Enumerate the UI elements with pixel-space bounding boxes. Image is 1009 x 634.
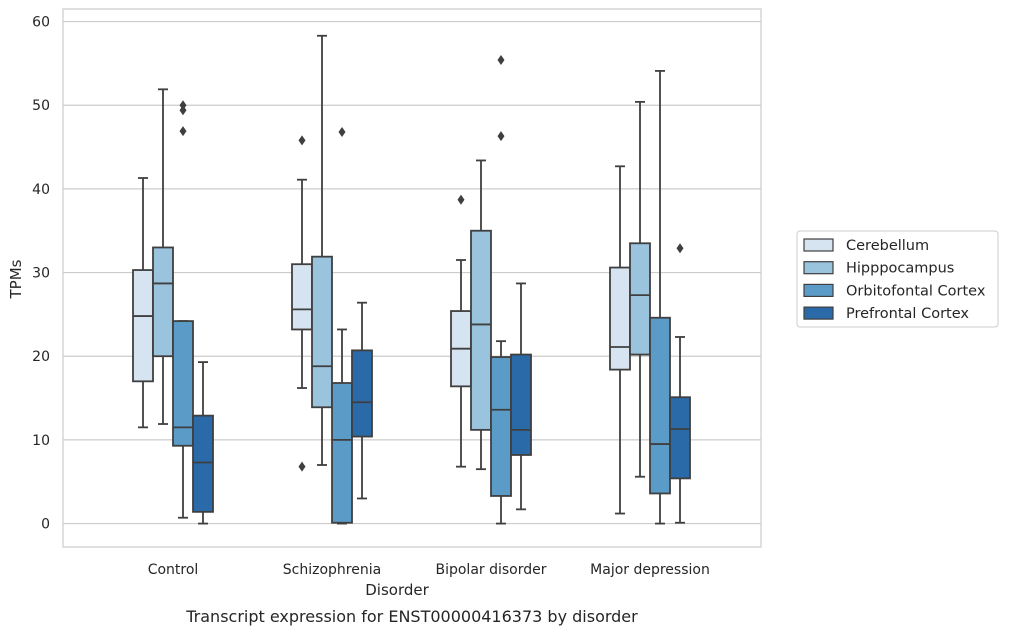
y-tick-label: 60 <box>32 15 50 31</box>
box <box>609 165 631 515</box>
outlier-point <box>497 55 505 66</box>
legend-item: Prefrontal Cortex <box>803 306 969 322</box>
box-body <box>291 263 313 331</box>
legend-label: Cerebellum <box>846 238 929 254</box>
box <box>331 126 353 525</box>
box <box>510 282 532 511</box>
y-tick-label: 20 <box>32 349 50 365</box>
box-body <box>172 320 194 447</box>
box-body <box>192 414 214 513</box>
box <box>311 34 333 466</box>
x-tick-label: Schizophrenia <box>283 562 381 578</box>
x-tick-label: Bipolar disorder <box>435 562 546 578</box>
box <box>291 135 313 472</box>
box-body <box>510 353 532 456</box>
box-body <box>311 255 333 409</box>
legend-label: Orbitofontal Cortex <box>846 283 986 299</box>
y-tick-labels: 0 10 20 30 40 50 60 <box>32 15 50 533</box>
outlier-point <box>298 461 306 472</box>
box-body <box>649 316 671 495</box>
legend-swatch <box>803 283 834 297</box>
legend-items: Cerebellum Hipppocampus Orbitofontal Corte… <box>803 238 986 322</box>
y-tick-label: 10 <box>32 433 50 449</box>
x-tick-label: Major depression <box>590 562 710 578</box>
legend-swatch <box>803 238 834 252</box>
y-tick-label: 30 <box>32 266 50 282</box>
box-body <box>132 269 154 383</box>
legend-swatch <box>803 306 834 320</box>
legend-swatch <box>803 261 834 275</box>
x-tick-label: Control <box>148 562 199 578</box>
outlier-point <box>298 135 306 146</box>
box-body <box>609 266 631 371</box>
plot-frame <box>62 8 762 548</box>
box-body <box>490 356 512 497</box>
outlier-point <box>338 126 346 137</box>
box-body <box>331 382 353 524</box>
box <box>669 243 691 524</box>
outlier-point <box>179 100 187 111</box>
outlier-point <box>676 243 684 254</box>
box <box>172 100 194 519</box>
box-body <box>669 396 691 480</box>
legend-label: Hipppocampus <box>846 261 954 277</box>
x-axis-title: Disorder <box>365 581 429 599</box>
legend-frame <box>796 230 999 328</box>
y-tick-label: 40 <box>32 182 50 198</box>
box-body <box>629 242 651 356</box>
outlier-point <box>497 131 505 142</box>
y-axis-title: TPMs <box>7 259 25 299</box>
legend-label: Prefrontal Cortex <box>846 306 969 322</box>
x-tick-labels: Control Schizophrenia Bipolar disorder Majo… <box>148 562 710 578</box>
box <box>649 70 671 525</box>
box <box>450 194 472 468</box>
box <box>152 88 174 425</box>
series-cerebellum <box>132 135 631 515</box>
series-prefrontal-cortex <box>192 243 691 525</box>
box-body <box>152 246 174 358</box>
box <box>132 177 154 429</box>
legend-item: Orbitofontal Cortex <box>803 283 986 299</box>
legend-item: Cerebellum <box>803 238 929 254</box>
y-tick-label: 50 <box>32 98 50 114</box>
box <box>629 100 651 478</box>
box <box>490 55 512 525</box>
box-series <box>132 34 691 525</box>
box <box>351 301 373 500</box>
box-body <box>351 349 373 438</box>
outlier-point <box>179 126 187 137</box>
box-body <box>470 229 492 431</box>
series-hipppocampus <box>152 34 651 478</box>
series-orbitofontal-cortex <box>172 55 671 525</box>
outlier-point <box>457 194 465 205</box>
box <box>192 361 214 525</box>
box <box>470 159 492 471</box>
legend-item: Hipppocampus <box>803 261 954 277</box>
outlier-point <box>179 105 187 116</box>
y-tick-label: 0 <box>41 517 50 533</box>
legend: Cerebellum Hipppocampus Orbitofontal Corte… <box>796 230 999 328</box>
chart-caption: Transcript expression for ENST0000041637… <box>185 607 638 626</box>
